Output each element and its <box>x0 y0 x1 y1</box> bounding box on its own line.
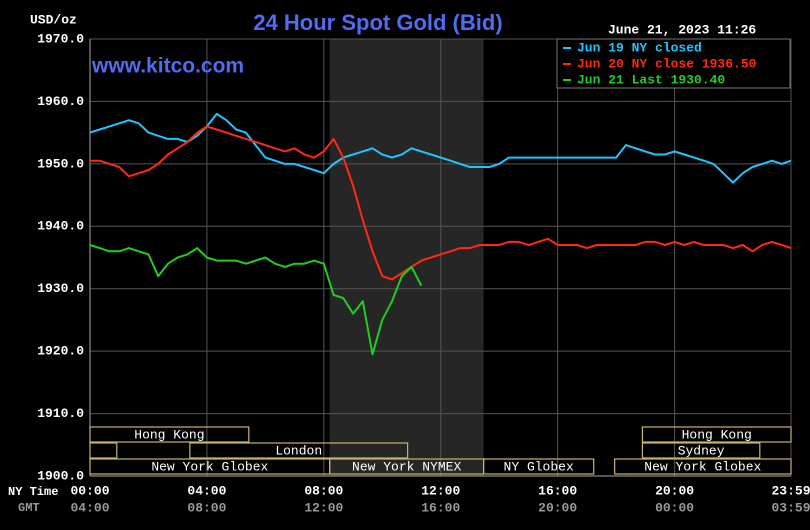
y-tick-label: 1910.0 <box>37 406 84 421</box>
session-box <box>89 426 250 443</box>
session-label: NY Globex <box>504 459 574 474</box>
x-tick-label: 08:00 <box>304 483 343 498</box>
x-tick-label-gmt: 04:00 <box>70 500 109 515</box>
session-label: New York Globex <box>151 459 268 474</box>
session-box <box>89 442 118 459</box>
price-line <box>90 125 792 281</box>
legend-label: Jun 21 Last 1930.40 <box>577 72 725 87</box>
watermark: www.kitco.com <box>91 55 244 78</box>
y-tick-label: 1950.0 <box>37 156 84 171</box>
x-tick-label-gmt: 08:00 <box>187 500 226 515</box>
session-box <box>483 458 595 475</box>
x-tick-label-gmt: 20:00 <box>538 500 577 515</box>
session-label: New York Globex <box>644 459 761 474</box>
session-box <box>641 426 792 443</box>
x-axis-label-gmt: GMT <box>18 501 40 515</box>
session-label: London <box>275 443 322 458</box>
chart-title: 24 Hour Spot Gold (Bid) <box>253 10 502 35</box>
x-tick-label-gmt: 16:00 <box>421 500 460 515</box>
x-tick-label: 04:00 <box>187 483 226 498</box>
x-tick-label: 12:00 <box>421 483 460 498</box>
session-label: Hong Kong <box>682 427 752 442</box>
session-box <box>614 458 792 475</box>
y-tick-label: 1960.0 <box>37 94 84 109</box>
legend-label: Jun 19 NY closed <box>577 40 702 55</box>
x-tick-label: 23:59 <box>771 483 810 498</box>
x-tick-label: 00:00 <box>70 483 109 498</box>
y-tick-label: 1940.0 <box>37 219 84 234</box>
x-tick-label-gmt: 00:00 <box>655 500 694 515</box>
y-tick-label: 1930.0 <box>37 281 84 296</box>
y-axis-label: USD/oz <box>30 12 77 27</box>
session-box <box>641 442 761 459</box>
session-box <box>189 442 409 459</box>
x-tick-label-gmt: 12:00 <box>304 500 343 515</box>
y-tick-label: 1900.0 <box>37 468 84 483</box>
session-label: Sydney <box>678 443 725 458</box>
legend-box <box>556 38 791 89</box>
x-tick-label: 20:00 <box>655 483 694 498</box>
x-axis-label: NY Time <box>8 485 58 499</box>
session-label: Hong Kong <box>134 427 204 442</box>
timestamp: June 21, 2023 11:26 <box>608 22 756 37</box>
x-tick-label-gmt: 03:59 <box>771 500 810 515</box>
session-label: New York NYMEX <box>352 459 461 474</box>
x-tick-label: 16:00 <box>538 483 577 498</box>
price-line <box>89 244 423 356</box>
legend-label: Jun 20 NY close 1936.50 <box>577 56 757 71</box>
y-tick-label: 1970.0 <box>37 31 84 46</box>
y-tick-label: 1920.0 <box>37 344 84 359</box>
shaded-region <box>329 39 484 476</box>
